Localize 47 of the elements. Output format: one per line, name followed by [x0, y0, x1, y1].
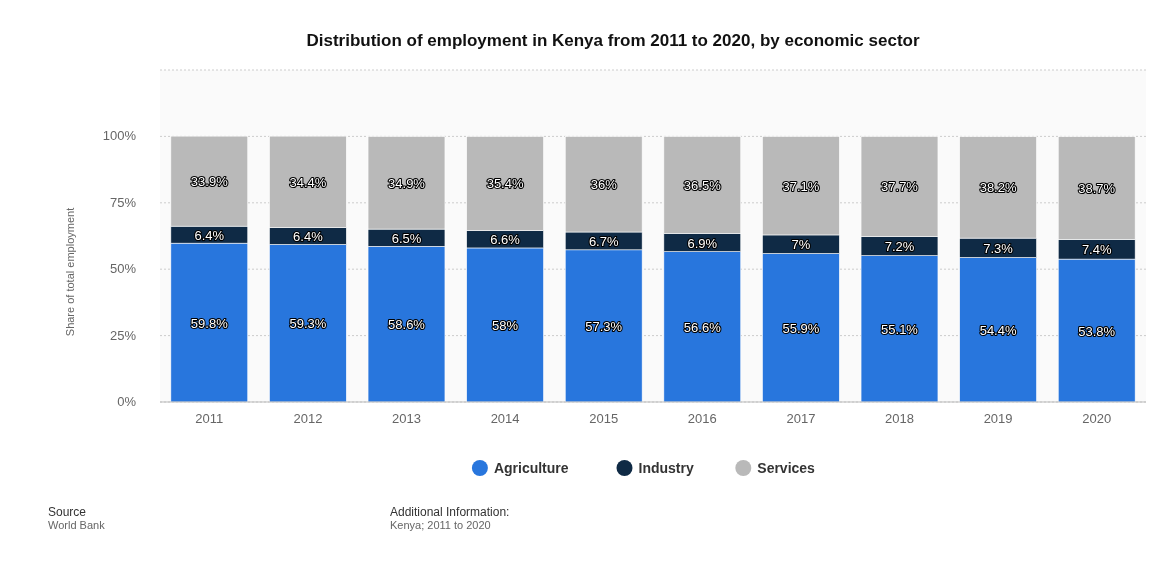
data-label: 7.4%: [1081, 242, 1112, 258]
data-label: 54.4%: [979, 322, 1017, 338]
x-tick-label: 2018: [885, 411, 914, 426]
data-label: 7.2%: [884, 239, 915, 255]
data-label: 6.4%: [293, 229, 324, 244]
data-label: 35.4%: [486, 176, 524, 192]
data-label: 34.9%: [388, 175, 426, 191]
x-tick-label: 2017: [786, 411, 816, 426]
data-label: 7%: [791, 237, 811, 253]
data-label: 6.6%: [490, 232, 521, 248]
y-tick-label: 0%: [117, 394, 137, 409]
x-tick-label: 2015: [589, 411, 619, 426]
text: Additional Information:: [390, 505, 510, 519]
text: World Bank: [48, 519, 106, 531]
legend-label: Agriculture: [493, 460, 569, 476]
y-tick-label: 75%: [109, 194, 137, 210]
data-label: 6.9%: [687, 235, 718, 251]
data-label: 57.3%: [585, 318, 623, 334]
data-label: 6.4%: [194, 227, 225, 243]
data-label: 58.6%: [388, 317, 426, 333]
legend-label: Services: [757, 460, 816, 476]
x-tick-label: 2016: [687, 411, 717, 426]
x-tick-label: 2013: [392, 411, 421, 426]
data-label: 6.7%: [588, 233, 619, 249]
data-label: 58%: [492, 317, 519, 333]
data-label: 55.1%: [881, 321, 919, 337]
data-label: 7.3%: [983, 240, 1014, 256]
data-label: 6.5%: [391, 230, 422, 246]
legend-label: Industry: [638, 460, 694, 476]
x-tick-label: 2011: [195, 411, 224, 426]
data-label: 38.2%: [979, 180, 1017, 196]
y-tick-label: 25%: [109, 327, 137, 343]
y-tick-label: 100%: [102, 128, 137, 144]
data-label: 59.3%: [289, 316, 327, 332]
data-label: 55.9%: [782, 320, 820, 336]
text: Source: [48, 505, 87, 519]
x-tick-label: 2012: [293, 411, 323, 426]
data-label: 59.8%: [190, 315, 229, 331]
y-axis-title: Share of total employment: [64, 207, 76, 337]
data-label: 56.6%: [683, 319, 722, 335]
chart-title: Distribution of employment in Kenya from 2011 to 2020, by economic sector: [306, 31, 920, 50]
x-tick-label: 2014: [490, 411, 520, 426]
data-label: 53.8%: [1078, 323, 1116, 339]
y-tick-label: 50%: [109, 261, 137, 277]
x-tick-label: 2019: [983, 411, 1013, 426]
text: Kenya; 2011 to 2020: [390, 519, 491, 531]
x-tick-label: 2020: [1082, 411, 1112, 426]
